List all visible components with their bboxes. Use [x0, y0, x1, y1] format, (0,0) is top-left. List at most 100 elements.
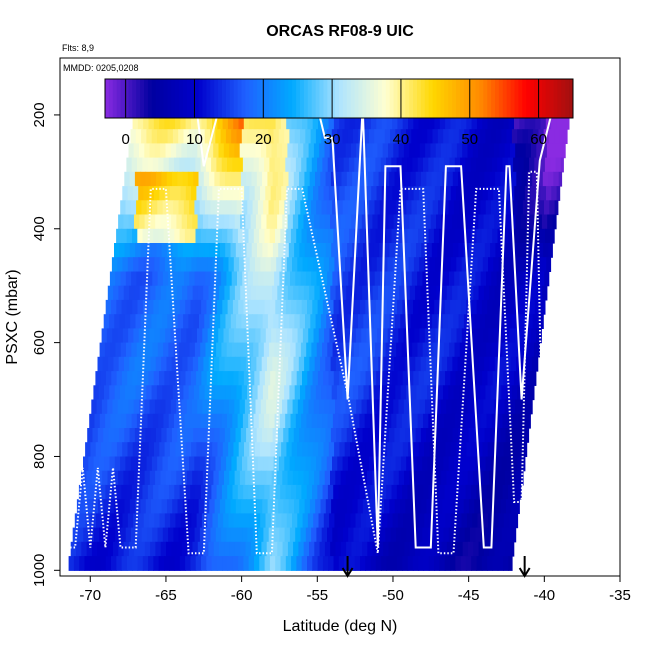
heatmap-cell	[215, 456, 222, 472]
heatmap-cell	[159, 257, 166, 272]
heatmap-cell	[355, 328, 362, 344]
heatmap-cell	[131, 271, 137, 287]
heatmap-cell	[133, 328, 140, 344]
heatmap-cell	[219, 171, 226, 187]
heatmap-cell	[99, 527, 106, 543]
heatmap-cell	[199, 456, 206, 472]
heatmap-cell	[155, 541, 162, 557]
heatmap-cell	[502, 228, 509, 244]
heatmap-cell	[98, 456, 105, 472]
heatmap-cell	[255, 143, 262, 159]
heatmap-cell	[273, 129, 280, 144]
heatmap-cell	[393, 214, 400, 230]
heatmap-cell	[161, 171, 168, 187]
heatmap-cell	[374, 129, 381, 144]
heatmap-cell	[277, 428, 284, 443]
heatmap-cell	[457, 356, 464, 372]
heatmap-cell	[295, 157, 302, 173]
heatmap-cell	[145, 499, 152, 514]
heatmap-cell	[271, 399, 278, 415]
heatmap-cell	[137, 299, 144, 315]
heatmap-cell	[353, 527, 360, 543]
heatmap-cell	[257, 314, 264, 329]
heatmap-cell	[188, 499, 194, 514]
heatmap-cell	[483, 328, 489, 344]
heatmap-cell	[421, 129, 428, 144]
heatmap-cell	[405, 171, 411, 187]
heatmap-cell	[321, 385, 327, 401]
heatmap-cell	[220, 243, 226, 258]
heatmap-cell	[264, 371, 271, 386]
heatmap-cell	[169, 228, 175, 244]
heatmap-cell	[131, 484, 138, 500]
heatmap-cell	[301, 228, 308, 244]
heatmap-cell	[251, 243, 258, 258]
heatmap-cell	[452, 428, 459, 443]
heatmap-cell	[518, 413, 525, 429]
heatmap-cell	[462, 285, 469, 301]
heatmap-cell	[203, 541, 209, 557]
heatmap-cell	[448, 527, 455, 543]
heatmap-cell	[557, 143, 564, 159]
heatmap-cell	[170, 513, 176, 529]
heatmap-cell	[96, 399, 103, 415]
heatmap-cell	[452, 356, 459, 372]
heatmap-cell	[155, 470, 161, 486]
heatmap-cell	[405, 428, 411, 443]
heatmap-cell	[416, 385, 423, 401]
colorbar-segment	[385, 79, 391, 118]
heatmap-cell	[228, 328, 235, 344]
heatmap-cell	[217, 442, 224, 457]
heatmap-cell	[191, 513, 198, 529]
heatmap-cell	[442, 314, 449, 329]
heatmap-cell	[178, 129, 185, 144]
heatmap-cell	[247, 271, 254, 287]
heatmap-cell	[251, 356, 257, 372]
heatmap-cell	[207, 513, 214, 529]
heatmap-cell	[266, 143, 273, 159]
heatmap-cell	[215, 129, 222, 144]
heatmap-cell	[267, 314, 274, 329]
heatmap-cell	[206, 228, 212, 244]
heatmap-cell	[515, 143, 522, 159]
heatmap-cell	[403, 513, 410, 529]
heatmap-cell	[121, 556, 128, 571]
heatmap-cell	[419, 328, 426, 344]
heatmap-cell	[195, 299, 202, 315]
heatmap-cell	[136, 200, 142, 216]
heatmap-cell	[279, 413, 286, 429]
heatmap-cell	[197, 399, 204, 415]
heatmap-cell	[334, 442, 340, 457]
heatmap-cell	[513, 228, 520, 244]
y-tick-label: 400	[31, 216, 48, 241]
heatmap-cell	[206, 484, 212, 500]
heatmap-cell	[518, 484, 522, 500]
heatmap-cell	[298, 356, 305, 372]
heatmap-cell	[247, 342, 254, 358]
heatmap-cell	[396, 413, 403, 429]
heatmap-cell	[116, 556, 123, 571]
heatmap-cell	[193, 314, 200, 329]
heatmap-cell	[413, 257, 420, 272]
heatmap-cell	[466, 371, 473, 386]
heatmap-cell	[302, 328, 309, 344]
heatmap-cell	[340, 399, 347, 415]
heatmap-cell	[265, 442, 272, 457]
heatmap-cell	[227, 371, 234, 386]
heatmap-cell	[342, 314, 348, 329]
heatmap-cell	[395, 385, 402, 401]
heatmap-cell	[252, 385, 259, 401]
heatmap-cell	[255, 399, 262, 415]
heatmap-cell	[332, 413, 339, 429]
heatmap-cell	[449, 342, 456, 358]
colorbar-segment	[393, 79, 398, 118]
heatmap-cell	[277, 470, 283, 486]
heatmap-cell	[289, 385, 296, 401]
colorbar-segment	[214, 79, 219, 118]
heatmap-cell	[222, 299, 229, 315]
heatmap-cell	[241, 129, 248, 144]
heatmap-cell	[560, 157, 564, 173]
heatmap-cell	[151, 314, 158, 329]
heatmap-cell	[177, 243, 184, 258]
heatmap-cell	[450, 114, 457, 130]
